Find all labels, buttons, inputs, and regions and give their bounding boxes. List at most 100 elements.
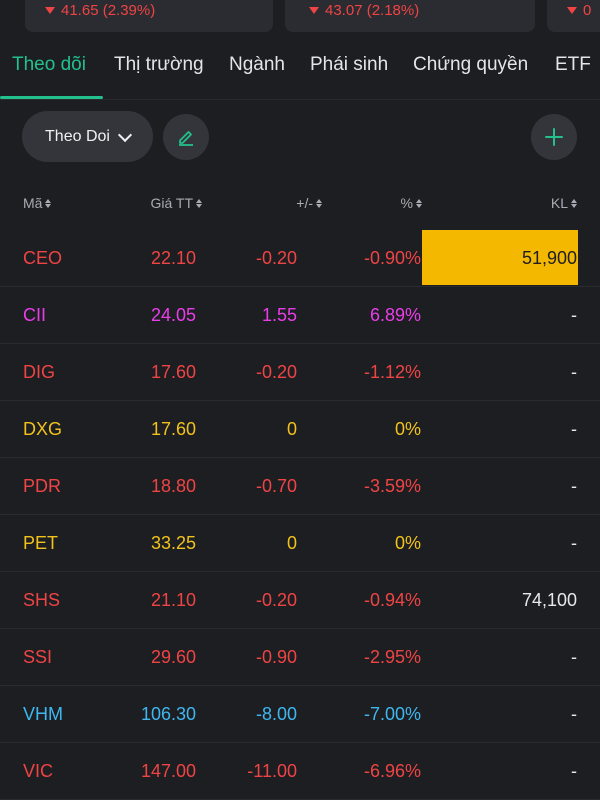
stock-volume: -: [571, 419, 577, 439]
table-row[interactable]: VIC 147.00 -11.00 -6.96% -: [0, 743, 600, 800]
index-card[interactable]: 41.65 (2.39%): [25, 0, 273, 32]
stock-percent: -0.94%: [363, 590, 421, 610]
stock-code: DXG: [23, 419, 63, 439]
plus-icon: [545, 128, 563, 146]
add-stock-button[interactable]: [531, 114, 577, 160]
stock-percent: 0%: [394, 533, 421, 553]
stock-volume: -: [571, 761, 577, 781]
pencil-icon: [179, 131, 193, 146]
stock-price: 17.60: [150, 362, 196, 382]
table-row[interactable]: SSI 29.60 -0.90 -2.95% -: [0, 629, 600, 686]
stock-price: 33.25: [150, 533, 196, 553]
edit-watchlist-button[interactable]: [163, 114, 209, 160]
stock-volume: -: [571, 476, 577, 496]
col-header-label: Giá TT: [150, 195, 193, 211]
stock-change: -8.00: [255, 704, 297, 724]
stock-change: -0.20: [255, 590, 297, 610]
col-header-price[interactable]: Giá TT: [150, 195, 202, 211]
stock-code: SHS: [23, 590, 61, 610]
table-row[interactable]: DIG 17.60 -0.20 -1.12% -: [0, 344, 600, 401]
table-row[interactable]: CEO 22.10 -0.20 -0.90% 51,900: [0, 230, 600, 287]
stock-change: -0.20: [255, 248, 297, 268]
stock-price: 106.30: [140, 704, 196, 724]
stock-price: 17.60: [150, 419, 196, 439]
sort-icon: [196, 198, 202, 208]
stock-change: 0: [286, 419, 297, 439]
stock-change: -0.20: [255, 362, 297, 382]
stock-percent: 0%: [394, 419, 421, 439]
col-header-volume[interactable]: KL: [551, 195, 577, 211]
table-header: Mã Giá TT +/- % KL: [0, 190, 600, 220]
stock-percent: -0.90%: [363, 248, 421, 268]
watchlist-name: Theo Doi: [45, 127, 110, 145]
table-row[interactable]: PDR 18.80 -0.70 -3.59% -: [0, 458, 600, 515]
index-cards: 41.65 (2.39%) 43.07 (2.18%) 0: [0, 0, 600, 34]
chevron-down-icon: [117, 127, 133, 142]
stock-percent: -3.59%: [363, 476, 421, 496]
stock-change: -0.90: [255, 647, 297, 667]
market-tabs: Theo dõi Thị trường Ngành Phái sinh Chứn…: [0, 52, 600, 98]
stock-change: -11.00: [247, 761, 297, 781]
tab-nganh[interactable]: Ngành: [229, 54, 285, 75]
col-header-label: +/-: [296, 195, 313, 211]
stock-change: 1.55: [261, 305, 297, 325]
stock-code: CEO: [23, 248, 63, 268]
stock-percent: -2.95%: [363, 647, 421, 667]
stock-price: 22.10: [150, 248, 196, 268]
stock-volume: -: [571, 704, 577, 724]
col-header-label: %: [400, 195, 413, 211]
stock-code: PDR: [23, 476, 62, 496]
col-header-label: Mã: [23, 195, 43, 211]
stock-code: CII: [23, 305, 47, 325]
stock-price: 21.10: [150, 590, 196, 610]
table-row[interactable]: CII 24.05 1.55 6.89% -: [0, 287, 600, 344]
table-row[interactable]: SHS 21.10 -0.20 -0.94% 74,100: [0, 572, 600, 629]
index-change: 43.07 (2.18%): [325, 2, 420, 19]
stock-code: VHM: [23, 704, 63, 724]
stock-code: PET: [23, 533, 59, 553]
stock-volume: -: [571, 647, 577, 667]
stock-change: 0: [286, 533, 297, 553]
down-triangle-icon: [567, 7, 577, 14]
sort-icon: [316, 198, 322, 208]
stock-percent: -6.96%: [363, 761, 421, 781]
stock-volume: -: [571, 362, 577, 382]
index-card[interactable]: 43.07 (2.18%): [285, 0, 535, 32]
tab-phai-sinh[interactable]: Phái sinh: [310, 54, 389, 75]
index-change: 41.65 (2.39%): [61, 2, 156, 19]
sort-icon: [416, 198, 422, 208]
sort-icon: [45, 198, 52, 208]
table-row[interactable]: VHM 106.30 -8.00 -7.00% -: [0, 686, 600, 743]
divider: [0, 99, 600, 100]
stock-percent: 6.89%: [369, 305, 421, 325]
active-tab-indicator: [0, 96, 103, 99]
stock-price: 18.80: [150, 476, 196, 496]
stock-price: 147.00: [140, 761, 196, 781]
down-triangle-icon: [45, 7, 55, 14]
stock-percent: -7.00%: [363, 704, 421, 724]
stock-code: DIG: [23, 362, 56, 382]
watchlist-dropdown[interactable]: Theo Doi: [22, 111, 153, 162]
col-header-percent[interactable]: %: [401, 195, 422, 211]
stock-change: -0.70: [255, 476, 297, 496]
stock-code: SSI: [23, 647, 53, 667]
index-change: 0: [583, 2, 592, 19]
index-card[interactable]: 0: [547, 0, 600, 32]
stock-price: 29.60: [150, 647, 196, 667]
sort-icon: [571, 198, 577, 208]
tab-etf[interactable]: ETF: [555, 54, 591, 75]
stock-price: 24.05: [150, 305, 196, 325]
stock-volume: -: [571, 305, 577, 325]
tab-thi-truong[interactable]: Thị trường: [114, 54, 204, 75]
table-row[interactable]: DXG 17.60 0 0% -: [0, 401, 600, 458]
stock-volume: 74,100: [521, 590, 577, 610]
col-header-change[interactable]: +/-: [296, 195, 322, 211]
col-header-label: KL: [550, 195, 568, 211]
table-row[interactable]: PET 33.25 0 0% -: [0, 515, 600, 572]
col-header-code[interactable]: Mã: [23, 195, 52, 211]
tab-theo-doi[interactable]: Theo dõi: [12, 54, 86, 75]
volume-highlight: [422, 230, 578, 285]
stock-volume: -: [571, 533, 577, 553]
tab-chung-quyen[interactable]: Chứng quyền: [413, 54, 529, 75]
stock-volume: 51,900: [521, 248, 577, 268]
